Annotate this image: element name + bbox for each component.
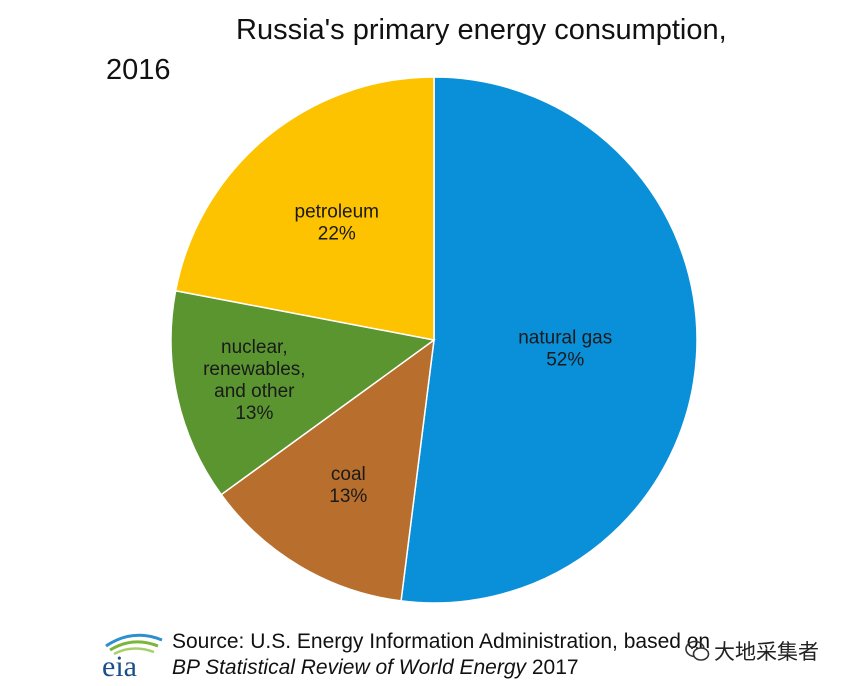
slice-percent-label: 13% [329, 486, 367, 507]
pie-slice-3 [174, 76, 435, 341]
eia-logo: eia [102, 633, 163, 682]
source-publication: BP Statistical Review of World Energy [172, 656, 527, 679]
pie-slice-2 [170, 289, 436, 496]
slice-category-label: renewables, [203, 359, 305, 380]
pie-slice-1 [220, 338, 435, 602]
watermark-text: 大地采集者 [714, 640, 819, 664]
slice-category-label: nuclear, [221, 337, 288, 358]
slice-category-label: coal [331, 464, 366, 485]
slice-percent-label: 13% [235, 403, 273, 424]
source-year: 2017 [526, 656, 579, 679]
slice-category-label: natural gas [518, 327, 612, 348]
pie-slice-0 [400, 76, 698, 604]
eia-logo-text: eia [102, 650, 137, 682]
slice-percent-label: 22% [318, 223, 356, 244]
source-line-1: Source: U.S. Energy Information Administ… [172, 630, 711, 653]
source-footer: eia Source: U.S. Energy Information Admi… [100, 626, 847, 686]
chart-title: Russia's primary energy consumption, [236, 14, 727, 46]
source-line-2: BP Statistical Review of World Energy 20… [172, 656, 579, 680]
slice-percent-label: 52% [546, 349, 584, 370]
chart-subtitle: 2016 [106, 54, 171, 86]
slice-category-label: and other [214, 381, 295, 402]
slice-category-label: petroleum [295, 201, 380, 222]
watermark: 大地采集者 [684, 636, 819, 666]
chat-bubble-icon [685, 640, 710, 661]
